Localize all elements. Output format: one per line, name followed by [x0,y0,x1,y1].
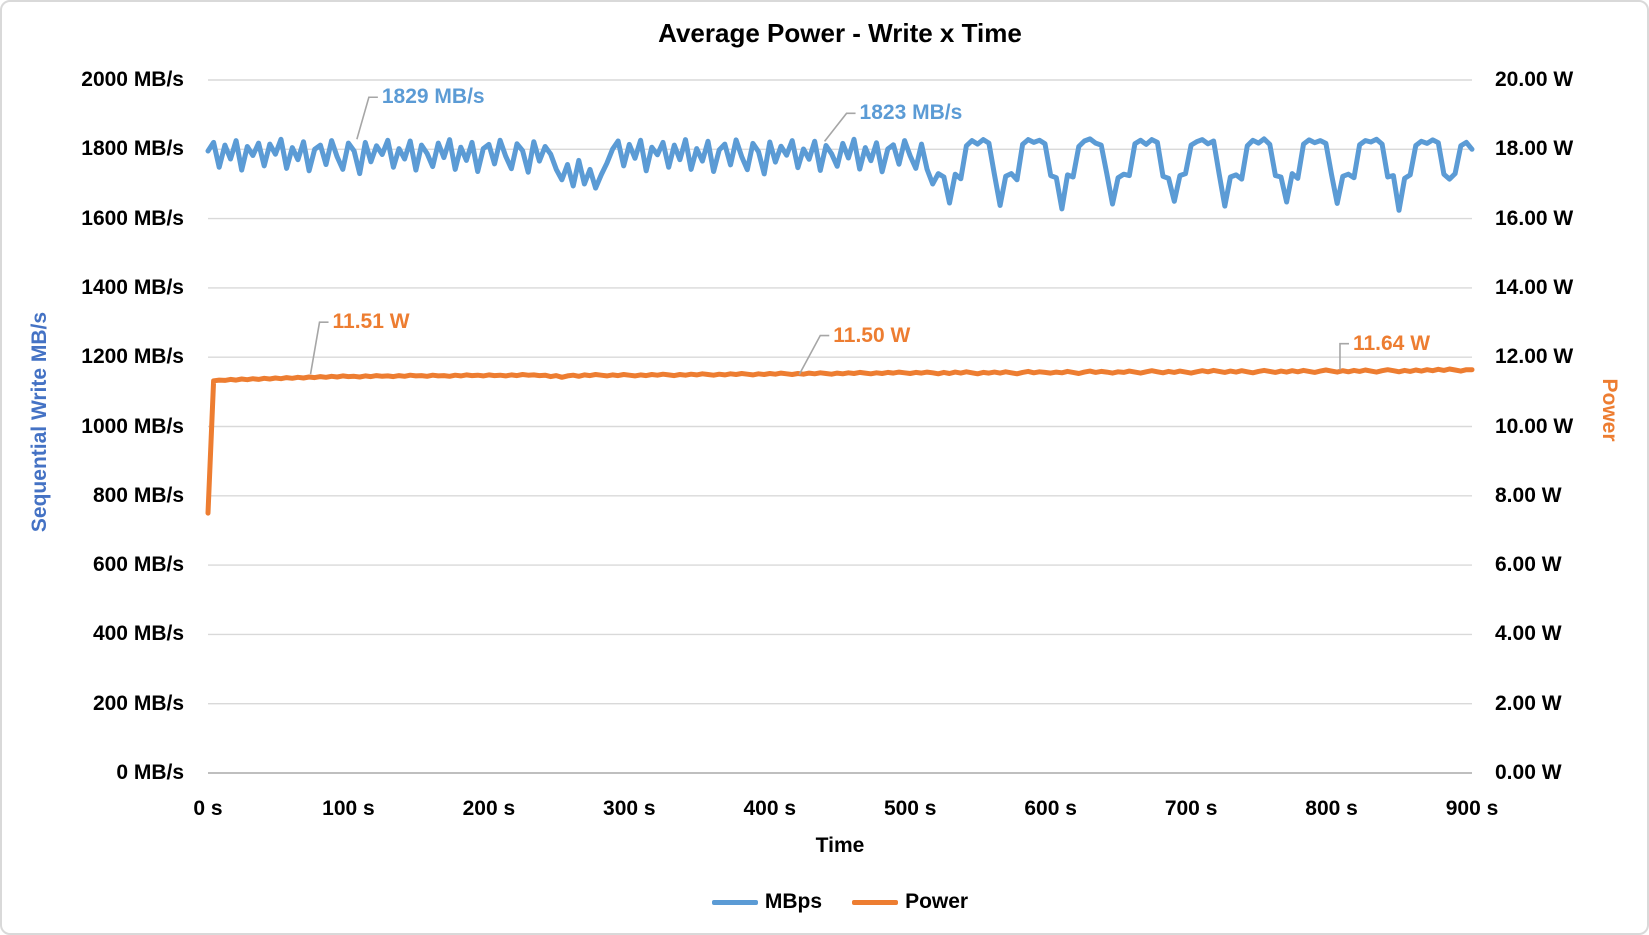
annotation-leader-line [309,321,329,375]
data-label: 1829 MB/s [381,85,485,109]
axis-tick-label: 400 MB/s [92,622,184,646]
legend-label: MBps [764,890,823,913]
axis-tick-label: 800 MB/s [92,483,184,507]
data-label: 11.50 W [833,323,911,347]
data-label: 11.64 W [1352,331,1431,355]
axis-tick-label: 18.00 W [1495,137,1574,161]
axis-tick-label: 500 s [883,797,937,820]
axis-tick-label: 8.00 W [1495,483,1562,507]
axis-tick-label: 600 s [1024,797,1077,820]
axis-tick-label: 4.00 W [1495,622,1562,646]
axis-tick-label: 6.00 W [1495,553,1562,577]
data-label: 11.51 W [332,310,410,334]
axis-tick-label: 2.00 W [1495,691,1562,715]
axis-tick-label: 1000 MB/s [81,414,184,438]
legend-item-mbps: MBps [711,890,823,914]
axis-tick-label: 0.00 W [1495,761,1562,784]
axis-tick-label: 0 MB/s [116,761,184,784]
axis-tick-label: 900 s [1445,797,1499,820]
series-line-mbps [205,136,1475,213]
chart-title: Average Power - Write x Time [658,18,1022,48]
axis-tick-label: 800 s [1305,797,1358,820]
axis-tick-label: 1800 MB/s [81,137,184,161]
legend-label: Power [905,890,969,913]
annotation-leader-line [823,112,856,142]
axis-tick-label: 20.00 W [1495,68,1574,91]
axis-tick-label: 2000 MB/s [81,68,184,91]
legend-swatch-power [852,899,899,905]
data-label: 1823 MB/s [859,101,963,125]
axis-tick-label: 10.00 W [1495,414,1574,438]
axis-tick-label: 100 s [322,797,375,820]
axis-tick-label: 300 s [603,797,656,820]
annotation-leader-line [1339,342,1349,370]
legend-item-power: Power [852,890,968,914]
axis-tick-label: 400 s [743,797,797,820]
axis-tick-label: 0 s [193,797,223,820]
axis-tick-label: 14.00 W [1495,275,1574,299]
legend: MBps Power [208,890,1472,914]
axis-tick-label: 200 s [462,797,516,820]
x-axis-title: Time [815,834,865,857]
annotation-leader-line [798,334,830,375]
axis-tick-label: 1400 MB/s [81,275,184,299]
annotation-leader-line [356,96,378,140]
legend-swatch-mbps [711,899,758,905]
axis-tick-label: 200 MB/s [92,691,184,715]
axis-tick-label: 700 s [1164,797,1218,820]
axis-tick-label: 600 MB/s [92,553,184,577]
right-axis-title: Power [1598,378,1621,442]
axis-tick-label: 16.00 W [1495,206,1574,230]
axis-tick-label: 1200 MB/s [81,345,184,369]
axis-tick-label: 1600 MB/s [81,206,184,230]
axis-tick-label: 12.00 W [1495,345,1574,369]
plot-area [205,79,1475,774]
series-line-power [205,366,1475,516]
